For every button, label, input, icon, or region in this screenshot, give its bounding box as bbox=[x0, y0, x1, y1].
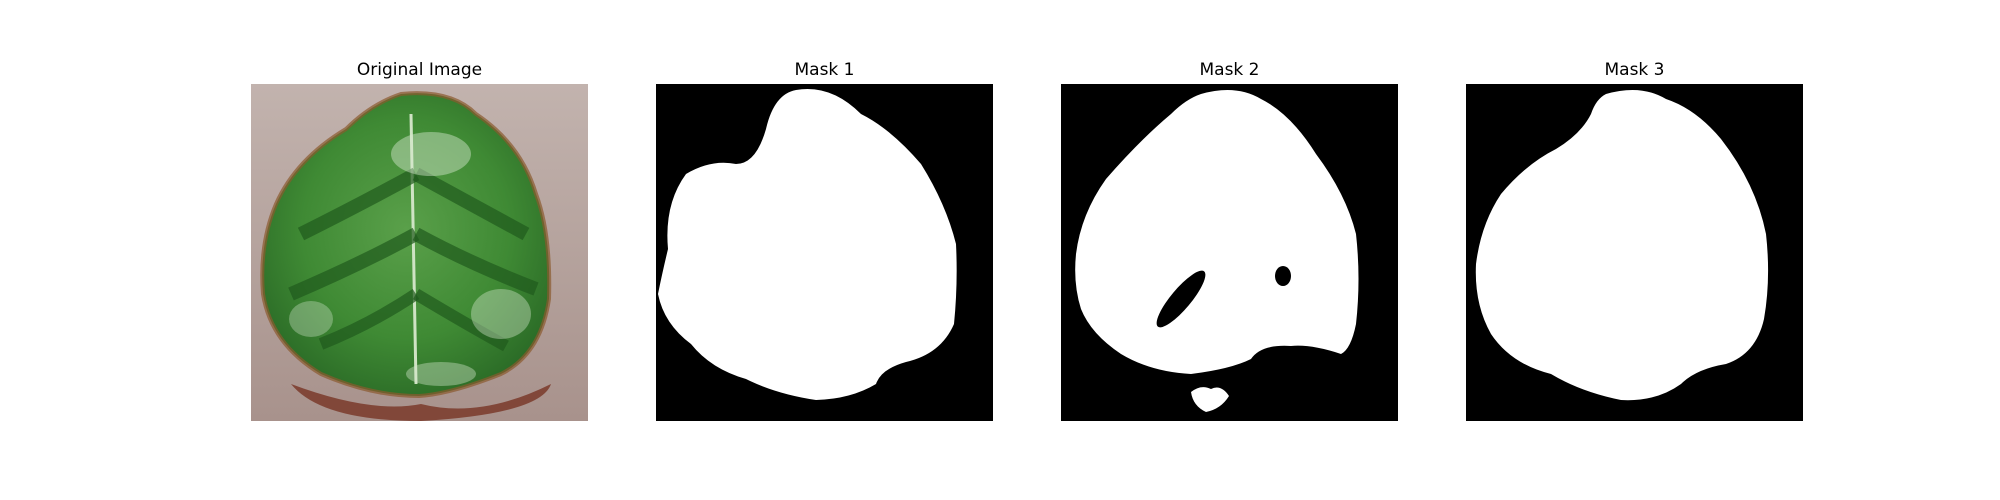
panel-title: Mask 2 bbox=[1199, 60, 1260, 80]
mask-2-image bbox=[1061, 84, 1398, 421]
panel-mask-2: Mask 2 bbox=[1061, 58, 1398, 423]
panel-mask-1: Mask 1 bbox=[656, 58, 993, 423]
mask-1-image bbox=[656, 84, 993, 421]
panel-mask-3: Mask 3 bbox=[1466, 58, 1803, 423]
mask-3-image bbox=[1466, 84, 1803, 421]
panel-title: Original Image bbox=[356, 60, 483, 80]
panel-title: Mask 1 bbox=[794, 60, 855, 80]
leaf-photo bbox=[251, 84, 588, 421]
panel-original-image: Original Image bbox=[251, 58, 588, 423]
panel-title: Mask 3 bbox=[1604, 60, 1665, 80]
